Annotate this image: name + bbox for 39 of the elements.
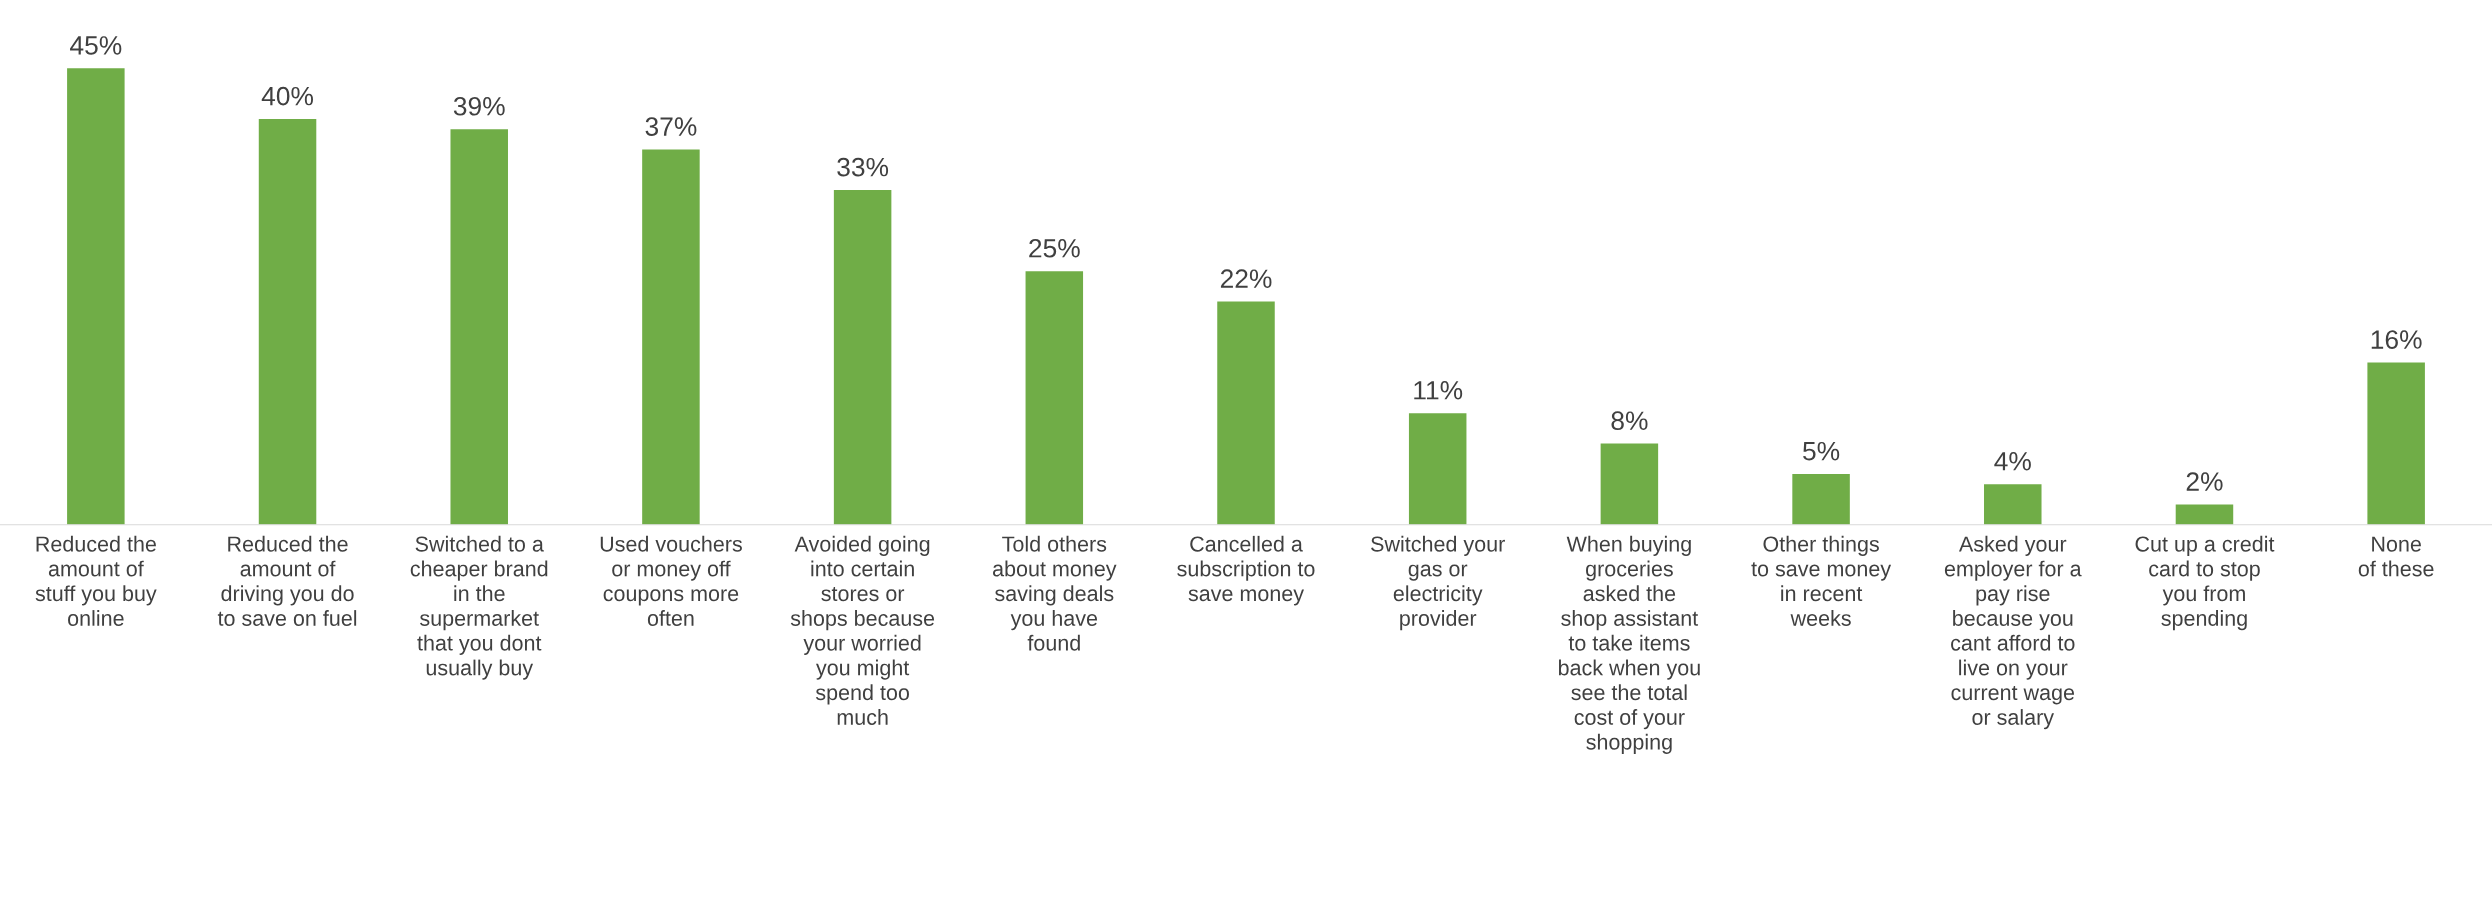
data-label: 16% — [2371, 330, 2422, 349]
x-tick-label: Switched to a cheaper brand in the supermarket that you dont usually buy — [410, 535, 548, 680]
x-tick-label: Told others about money saving deals you have found — [992, 535, 1117, 651]
x-tick-label: Other things to save money in recent weeks — [1751, 535, 1892, 626]
bar — [2367, 362, 2425, 525]
bar — [1025, 271, 1084, 525]
bar — [642, 149, 700, 525]
data-label: 39% — [453, 96, 505, 116]
data-label: 4% — [1994, 452, 2031, 471]
x-tick-label: Avoided going into certain stores or shops because your worried you might spend too much — [790, 535, 935, 725]
x-tick-label: Reduced the amount of driving you do to save on fuel — [217, 535, 357, 626]
bar — [1600, 443, 1659, 525]
x-tick-label: Asked your employer for a pay rise because you cant afford to live on your current wage or salary — [1944, 535, 2082, 730]
x-tick-label: Cut up a credit card to stop you from spending — [2135, 535, 2275, 631]
data-label: 37% — [645, 117, 697, 136]
data-label: 25% — [1029, 238, 1080, 258]
x-tick-label: None of these — [2358, 536, 2434, 577]
data-label: 8% — [1611, 411, 1648, 431]
data-label: 33% — [837, 157, 889, 177]
data-label: 22% — [1220, 269, 1272, 288]
category-label: When buying groceries asked the shop assistant to take items back when you see the total cost of your shopping — [1558, 535, 1700, 754]
data-label: 45% — [70, 36, 122, 55]
x-tick-label: Reduced the amount of stuff you buy online — [35, 535, 157, 626]
bar — [258, 119, 317, 525]
bar — [450, 129, 508, 525]
bar — [1408, 413, 1467, 525]
data-label: 11% — [1414, 381, 1463, 400]
x-tick-label: Switched your gas or electricity provider — [1371, 535, 1505, 631]
bar — [1217, 301, 1275, 525]
bar — [1792, 474, 1850, 525]
data-label: 2% — [2186, 472, 2223, 491]
bar — [1984, 484, 2042, 525]
x-tick-label: Cancelled a subscription to save money — [1177, 535, 1315, 606]
data-label: 5% — [1803, 441, 1840, 461]
data-label: 40% — [261, 86, 314, 106]
bar — [2175, 504, 2234, 525]
x-tick-label: Used vouchers or money off coupons more often — [600, 535, 742, 626]
bar — [833, 190, 892, 525]
bar — [67, 68, 125, 525]
